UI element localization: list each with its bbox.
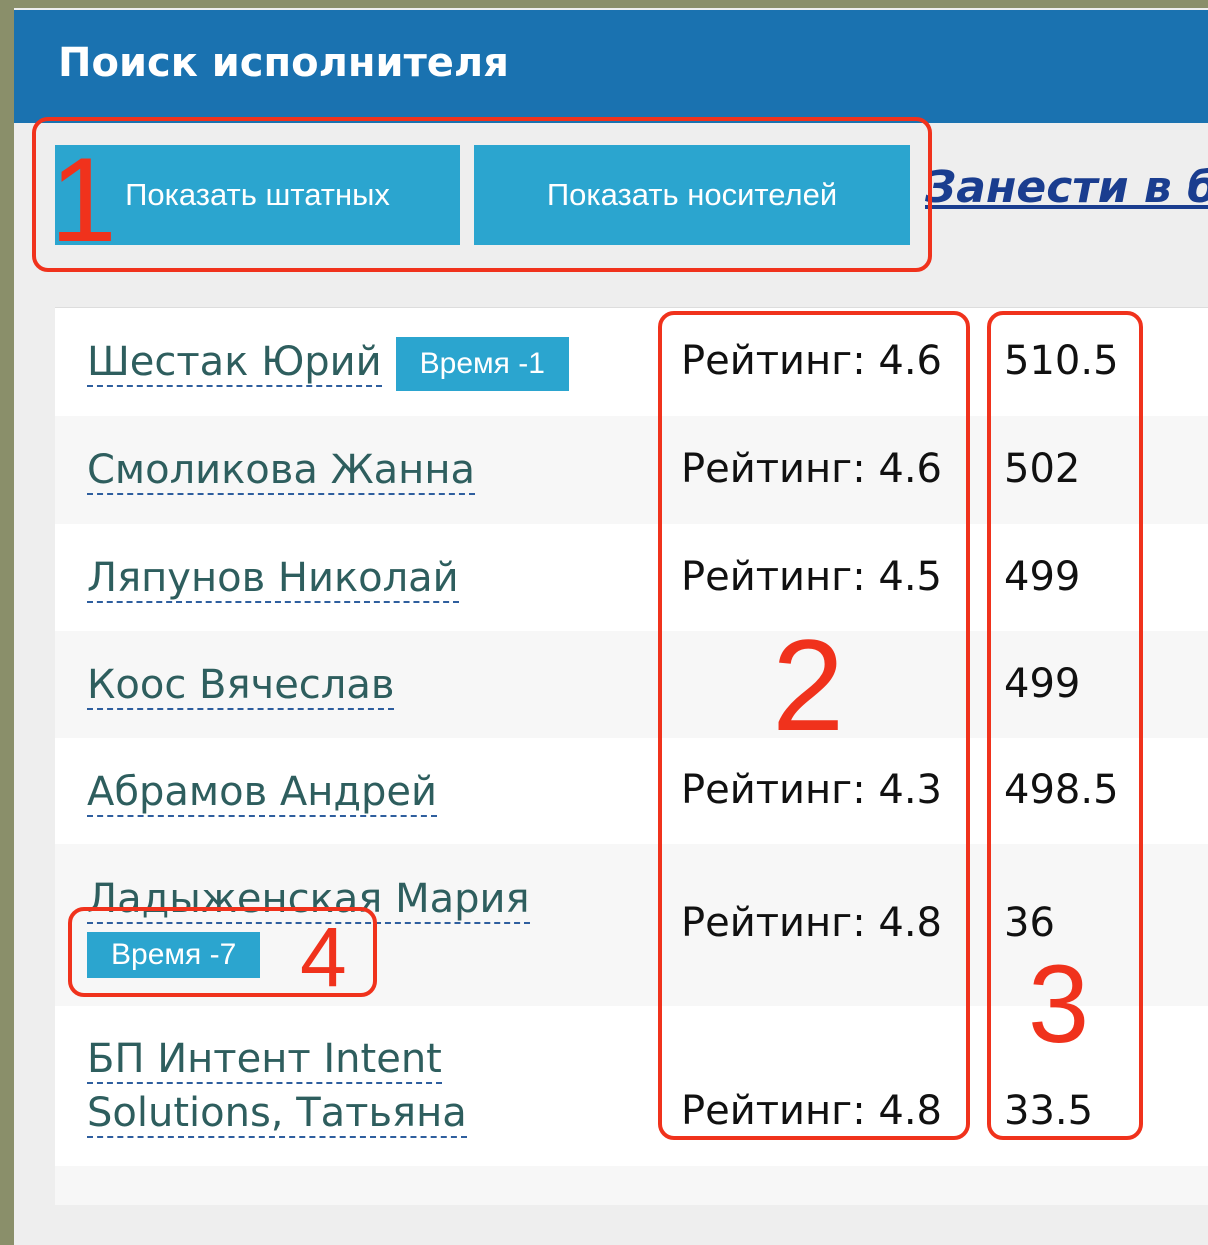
annotation: 2 [772,620,844,750]
highlight [32,117,932,272]
name-cell: Шестак Юрий Время -1 [87,335,687,391]
name-link[interactable]: Ляпунов Николай [87,555,459,603]
link[interactable]: Занести в ба [925,162,1208,213]
annotation: 1 [50,140,117,260]
name-link[interactable]: Смоликова Жанна [87,447,475,495]
name-link[interactable]: Коос Вячеслав [87,662,394,710]
footer [14,1205,1208,1245]
name-link[interactable]: Абрамов Андрей [87,769,437,817]
name-link[interactable]: Шестак Юрий [87,339,382,387]
name-cell: Ляпунов Николай [87,551,687,605]
name-cell: Абрамов Андрей [87,765,687,819]
name-link[interactable]: БП Интент Intent Solutions, Татьяна [87,1036,467,1138]
badge: Время -1 [396,337,569,391]
title: Поиск исполнителя [58,40,509,86]
name-cell: БП Интент Intent Solutions, Татьяна [87,1032,487,1140]
name-cell: Коос Вячеслав [87,658,687,712]
annotation: 4 [300,915,347,999]
name-cell: Смоликова Жанна [87,443,687,497]
annotation: 3 [1028,950,1089,1060]
